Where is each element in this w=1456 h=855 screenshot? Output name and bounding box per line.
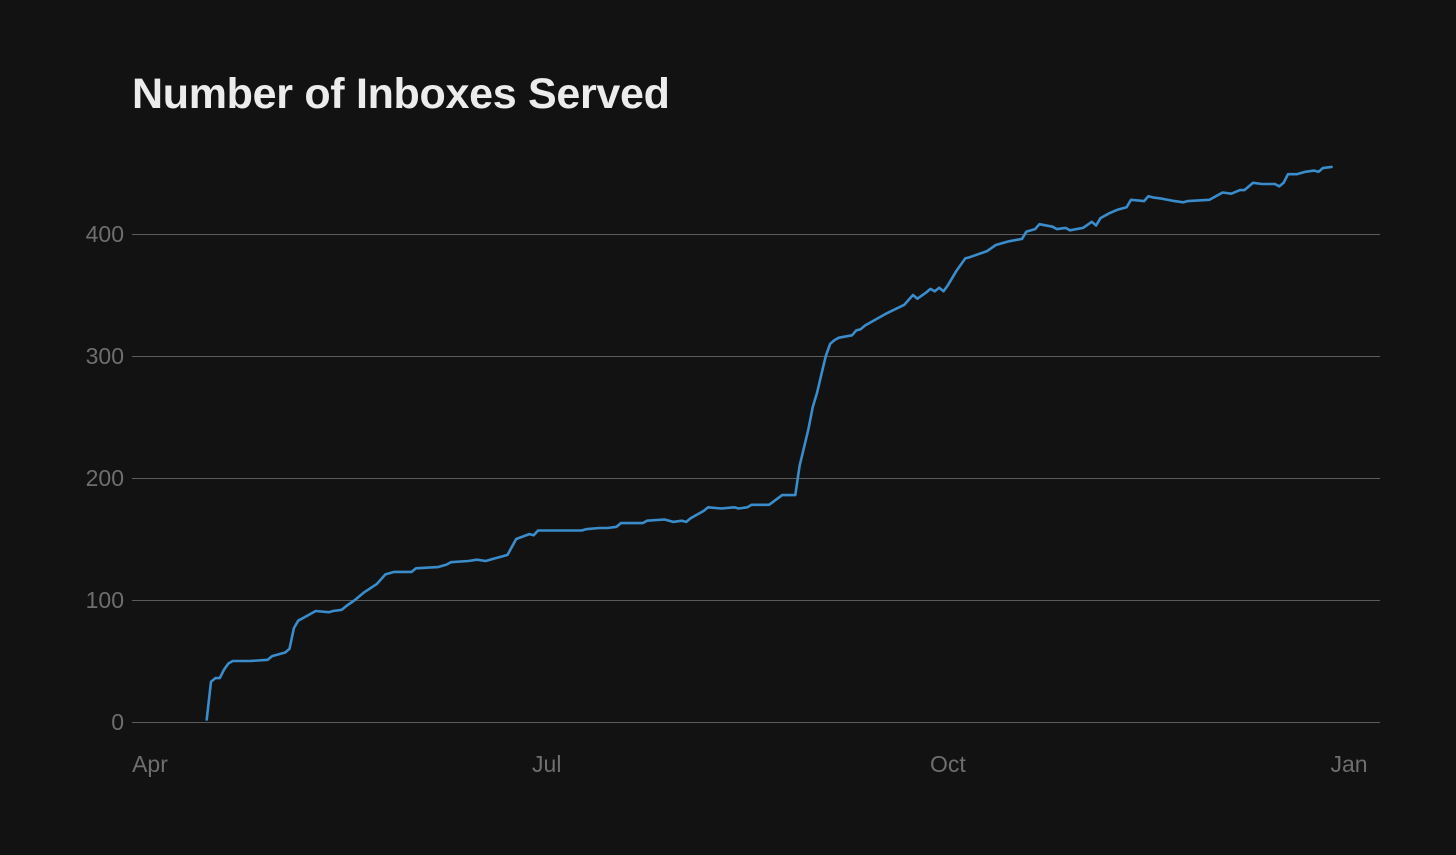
series-line-1 bbox=[205, 165, 1333, 721]
y-axis-ticks: 0 100 200 300 400 bbox=[86, 221, 124, 735]
y-tick-label: 300 bbox=[86, 343, 124, 369]
y-tick-label: 100 bbox=[86, 587, 124, 613]
chart-title: Number of Inboxes Served bbox=[132, 70, 670, 118]
y-tick-label: 0 bbox=[111, 709, 124, 735]
series-layer bbox=[205, 165, 1333, 721]
x-axis-ticks: Apr Jul Oct Jan bbox=[132, 751, 1367, 777]
gridlines bbox=[132, 234, 1380, 723]
y-tick-label: 400 bbox=[86, 221, 124, 247]
x-tick-label: Jul bbox=[532, 751, 561, 777]
y-tick-label: 200 bbox=[86, 465, 124, 491]
x-tick-label: Oct bbox=[930, 751, 966, 777]
x-tick-label: Jan bbox=[1330, 751, 1367, 777]
x-tick-label: Apr bbox=[132, 751, 168, 777]
